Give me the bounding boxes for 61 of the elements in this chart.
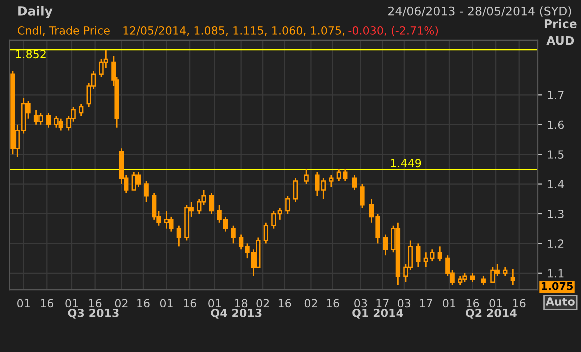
text: Auto: [546, 298, 575, 306]
x-tick-label: 02: [256, 299, 270, 308]
x-tick-label: 16: [184, 299, 196, 308]
x-tick-label: 16: [514, 299, 526, 308]
candlestick: [329, 174, 334, 188]
candlestick: [231, 225, 236, 244]
x-tick-label: 02: [304, 299, 318, 308]
x-tick-label: 02: [115, 299, 128, 308]
x-tick-label: 16: [138, 299, 150, 308]
candlestick: [144, 180, 149, 203]
candlestick: [293, 178, 298, 203]
x-tick-label: 03: [398, 299, 411, 308]
x2-tick-label: Q4 2013: [211, 308, 262, 319]
ref-line-label: 1.449: [391, 159, 422, 168]
y-tick-label: 1.1: [548, 270, 564, 278]
candlestick: [176, 225, 182, 248]
candlestick: [438, 246, 442, 262]
candlestick: [383, 234, 388, 256]
x2-tick-label: Q2 2014: [466, 308, 517, 319]
x-tick-label: 03: [354, 299, 368, 308]
x-tick-label: 01: [160, 299, 173, 308]
chart-title: Daily: [18, 6, 53, 18]
candlestick: [264, 222, 269, 244]
y-tick-label: 1.6: [548, 120, 564, 130]
candlestick: [360, 184, 365, 209]
candlestick: [136, 172, 142, 188]
ref-line-label: 1.852: [16, 50, 46, 59]
candlestick: [78, 103, 84, 117]
x2-tick-label: Q1 2014: [352, 308, 404, 319]
x-tick-label: 16: [89, 299, 102, 308]
text: 1.075: [542, 282, 574, 290]
x-tick-label: 01: [18, 299, 30, 308]
candlestick: [510, 268, 516, 286]
y-tick-label: 1.7: [548, 91, 564, 100]
x-tick-label: 16: [466, 299, 480, 308]
candlestick: [416, 243, 421, 268]
y-tick-label: 1.2: [548, 240, 564, 248]
x-tick-label: 01: [443, 299, 456, 308]
y-tick-label: 1.3: [548, 210, 564, 218]
candlestick: [286, 195, 290, 215]
text: Cndl, Trade Price: [18, 26, 110, 36]
candlestick: [209, 192, 214, 215]
x-tick-label: 01: [66, 299, 78, 308]
candlestick: [304, 168, 309, 185]
y-tick-label: 1.4: [548, 180, 564, 188]
chart-subtitle: 24/06/2013 - 28/05/2014 (SYD): [388, 6, 572, 18]
x-tick-label: 16: [41, 299, 54, 308]
x-tick-label: 17: [420, 299, 432, 308]
y-tick-label: 1.5: [548, 150, 564, 159]
x-tick-label: 17: [376, 299, 389, 308]
x-tick-label: 16: [327, 299, 340, 308]
x2-tick-label: Q3 2013: [68, 308, 119, 319]
candlestick: [46, 112, 52, 129]
candlestick: [352, 174, 358, 191]
text: 12/05/2014, 1.085, 1.115, 1.060, 1.075,: [124, 26, 345, 36]
x-tick-label: 16: [278, 299, 292, 308]
x-tick-label: 01: [490, 299, 502, 308]
text: -0.030, (-2.71%): [348, 26, 438, 36]
x-tick-label: 18: [235, 299, 248, 308]
x-tick-label: 01: [208, 299, 221, 308]
y-axis-title: Price AUD: [544, 19, 577, 46]
